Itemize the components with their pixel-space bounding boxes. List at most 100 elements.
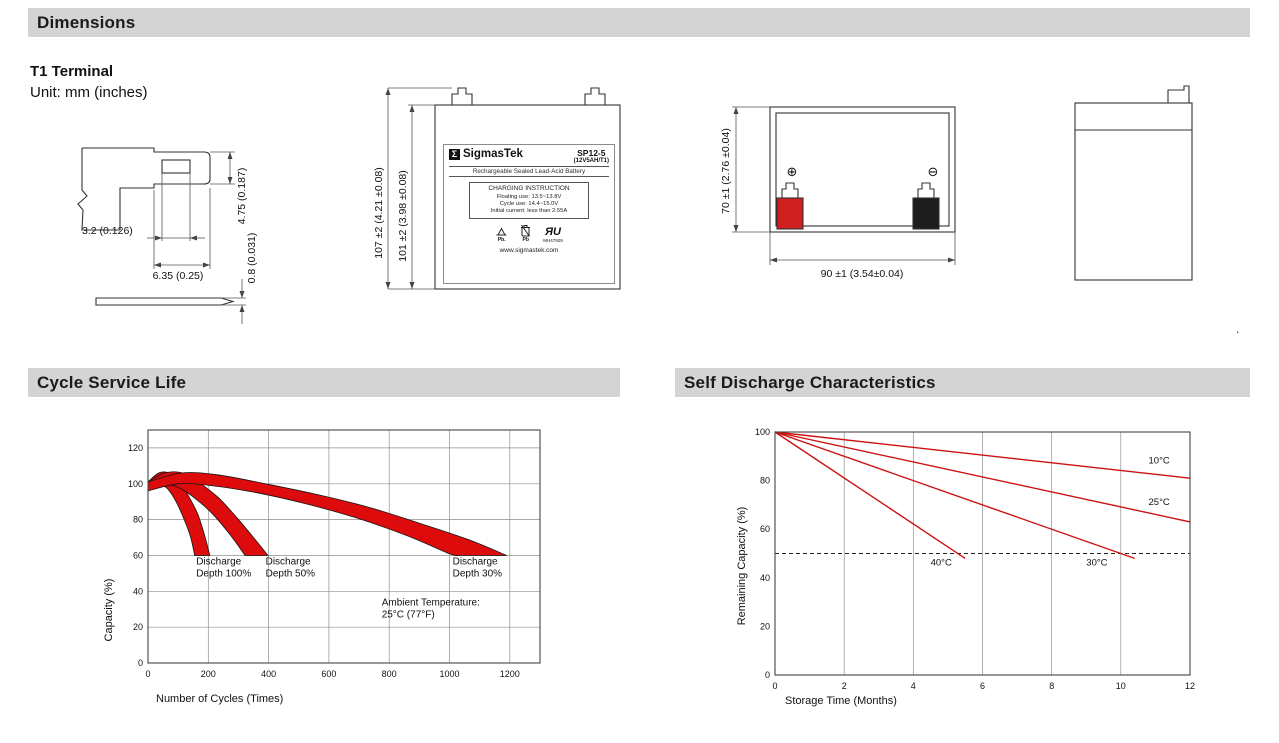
dim-tab-height: 4.75 (0.187) xyxy=(236,168,248,225)
x-axis-label: Number of Cycles (Times) xyxy=(156,693,283,705)
dimensions-section-header: Dimensions xyxy=(28,8,1250,37)
terminal-blade-profile xyxy=(95,297,235,306)
dim-tab-length: 6.35 (0.25) xyxy=(153,270,204,282)
y-tick-label: 120 xyxy=(128,443,143,453)
charging-line: Initial current: less than 2.55A xyxy=(490,208,568,215)
pb-recycle-label: Pb. xyxy=(497,236,506,243)
label-icons-row: Pb. Pb ЯU MH47929 xyxy=(449,224,609,243)
unit-note: Unit: mm (inches) xyxy=(30,84,148,101)
y-tick-label: 60 xyxy=(133,551,143,561)
temperature-series-line xyxy=(774,431,966,559)
battery-side-view-drawing xyxy=(1074,85,1193,281)
y-tick-label: 60 xyxy=(760,524,770,534)
charging-line: Floating use: 13.5~13.8V xyxy=(496,194,562,200)
stray-mark: . xyxy=(1236,322,1240,336)
pb-trash-label: Pb xyxy=(522,236,529,243)
back-terminal-left-tab xyxy=(781,182,799,198)
y-axis-label: Remaining Capacity (%) xyxy=(736,507,748,626)
chart-annotation: Ambient Temperature: xyxy=(382,598,480,609)
self-discharge-section-header: Self Discharge Characteristics xyxy=(675,368,1250,397)
y-axis-label: Capacity (%) xyxy=(103,579,115,642)
dim-overall-height: 107 ±2 (4.21 ±0.08) xyxy=(373,167,385,259)
y-tick-label: 100 xyxy=(128,479,143,489)
negative-terminal-symbol: ⊖ xyxy=(928,164,939,179)
front-terminal-right xyxy=(584,87,606,105)
ul-recognized-icon: ЯU xyxy=(545,225,561,238)
sigmastek-logo-icon: Σ xyxy=(449,149,460,160)
model-number: SP12-5 xyxy=(577,148,606,158)
x-tick-label: 400 xyxy=(261,669,276,679)
section-title: Cycle Service Life xyxy=(37,372,187,392)
back-terminal-right-tab xyxy=(917,182,935,198)
x-tick-label: 2 xyxy=(842,681,847,691)
x-tick-label: 1000 xyxy=(439,669,459,679)
positive-terminal-symbol: ⊕ xyxy=(787,164,798,179)
series-label: 10°C xyxy=(1149,456,1170,467)
brand-name: SigmasTek xyxy=(463,148,523,160)
y-tick-label: 0 xyxy=(138,658,143,668)
battery-break-edge xyxy=(77,148,120,231)
temperature-series-line xyxy=(774,431,1135,560)
battery-back-view-drawing: ⊕ ⊖ 70 ±1 (2.76 ±0.04) 90 ±1 (3.54±0.04) xyxy=(720,106,956,280)
x-tick-label: 4 xyxy=(911,681,916,691)
y-tick-label: 40 xyxy=(133,586,143,596)
positive-terminal-block xyxy=(776,197,804,230)
side-terminal-tab xyxy=(1167,85,1190,103)
charging-line: Cycle use: 14.4~15.0V xyxy=(499,201,559,208)
chart-annotation: Discharge xyxy=(453,556,498,567)
dim-battery-height: 70 ±1 (2.76 ±0.04) xyxy=(720,128,732,214)
x-tick-label: 6 xyxy=(980,681,985,691)
no-trash-icon xyxy=(521,224,531,237)
chart-annotation: Discharge xyxy=(266,556,311,567)
chart-annotation: Discharge xyxy=(196,556,241,567)
x-tick-label: 800 xyxy=(382,669,397,679)
x-tick-label: 0 xyxy=(772,681,777,691)
website-url: www.sigmastek.com xyxy=(499,246,559,254)
battery-case-back-inner xyxy=(775,112,950,227)
temperature-series-line xyxy=(774,431,1191,479)
battery-case-front xyxy=(434,104,621,290)
dim-container-height: 101 ±2 (3.98 ±0.08) xyxy=(397,170,409,262)
x-tick-label: 10 xyxy=(1116,681,1126,691)
dim-tab-thickness: 0.8 (0.031) xyxy=(246,233,258,284)
battery-case-side xyxy=(1074,102,1193,281)
chart-annotation: Depth 30% xyxy=(453,568,503,579)
y-tick-label: 80 xyxy=(133,515,143,525)
charging-instruction-box: CHARGING INSTRUCTION Floating use: 13.5~… xyxy=(469,182,589,219)
ul-file-number: MH47929 xyxy=(543,237,563,243)
dim-hole-width: 3.2 (0.126) xyxy=(82,225,133,237)
front-terminal-left xyxy=(451,87,473,105)
terminal-detail-drawing: 4.75 (0.187) 3.2 (0.126) 6.35 (0.25) 0.8… xyxy=(77,147,258,324)
plot-border xyxy=(774,431,1191,676)
battery-front-view-drawing: 107 ±2 (4.21 ±0.08) 101 ±2 (3.98 ±0.08) xyxy=(373,87,621,290)
series-label: 25°C xyxy=(1149,497,1170,508)
chart-annotation: Depth 100% xyxy=(196,568,251,579)
y-tick-label: 100 xyxy=(755,427,770,437)
x-tick-label: 1200 xyxy=(500,669,520,679)
negative-terminal-block xyxy=(912,197,940,230)
series-label: 30°C xyxy=(1086,558,1107,569)
y-tick-label: 20 xyxy=(133,622,143,632)
section-title: Self Discharge Characteristics xyxy=(684,372,936,392)
battery-type-text: Rechargeable Sealed Lead-Acid Battery xyxy=(449,166,609,177)
series-label: 40°C xyxy=(931,558,952,569)
recycle-icon xyxy=(496,227,507,236)
dim-battery-width: 90 ±1 (3.54±0.04) xyxy=(821,268,904,280)
y-tick-label: 20 xyxy=(760,621,770,631)
terminal-outline xyxy=(82,147,211,230)
charging-title: CHARGING INSTRUCTION xyxy=(488,185,570,192)
self-discharge-chart: 10°C 25°C 30°C 40°C 0 20 40 60 80 100 0 2 4 6 8 10 12 Sto… xyxy=(736,427,1195,707)
y-tick-label: 80 xyxy=(760,476,770,486)
y-tick-label: 0 xyxy=(765,670,770,680)
section-title: Dimensions xyxy=(37,12,136,32)
x-tick-label: 12 xyxy=(1185,681,1195,691)
chart-annotation: Depth 50% xyxy=(266,568,316,579)
x-tick-label: 0 xyxy=(145,669,150,679)
y-tick-label: 40 xyxy=(760,573,770,583)
x-tick-label: 600 xyxy=(321,669,336,679)
x-tick-label: 8 xyxy=(1049,681,1054,691)
x-tick-label: 200 xyxy=(201,669,216,679)
battery-rating: (12V5AH/T1) xyxy=(573,158,609,164)
discharge-depth-band xyxy=(147,472,507,557)
